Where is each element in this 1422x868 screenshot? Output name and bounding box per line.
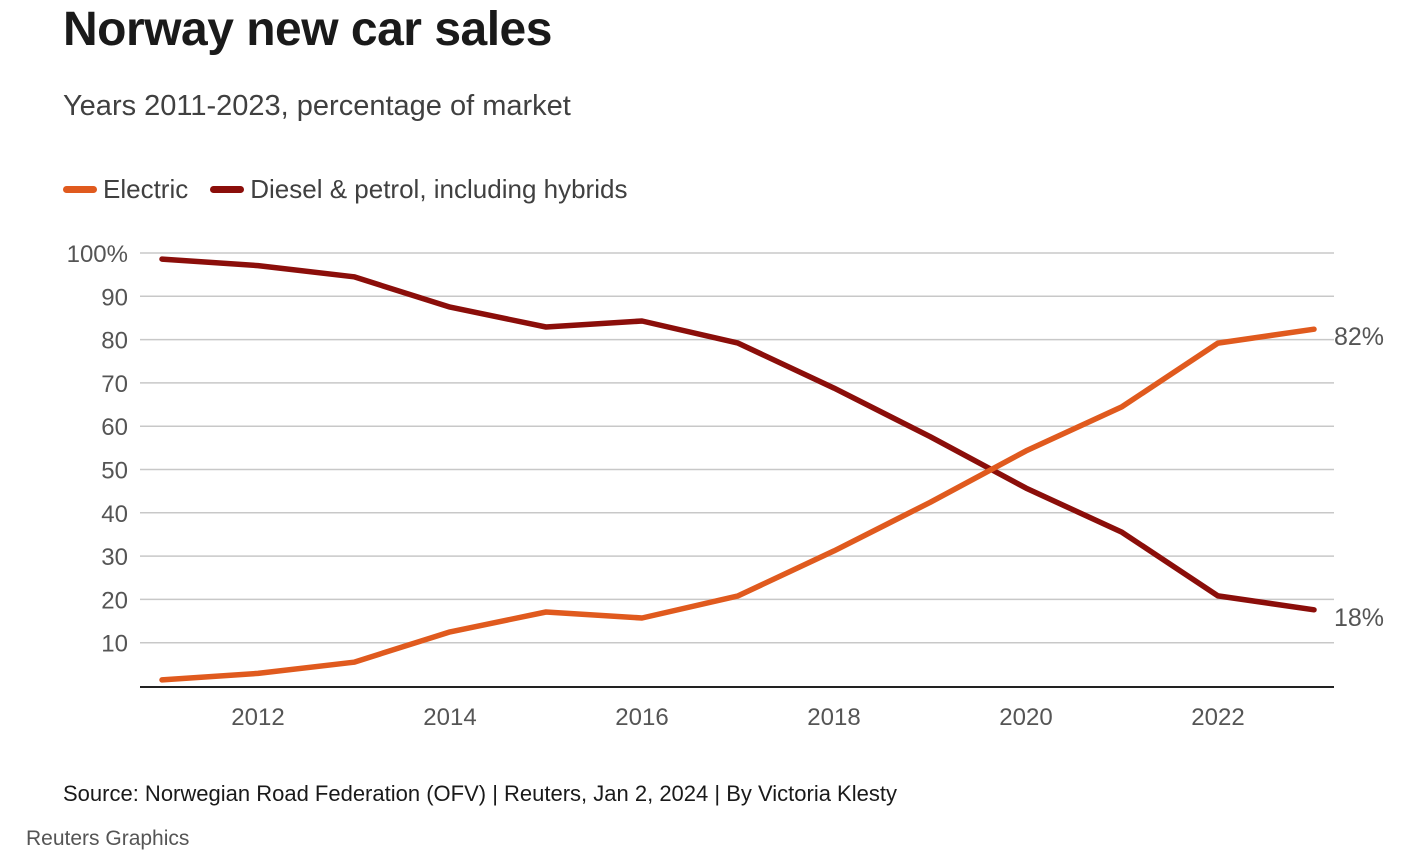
end-label-electric: 82%: [1334, 323, 1384, 351]
legend-item-electric: Electric: [63, 174, 188, 205]
x-tick-label: 2014: [423, 704, 476, 731]
series-line-electric: [159, 326, 1317, 683]
legend-swatch-electric: [63, 186, 97, 193]
x-tick-label: 2018: [807, 704, 860, 731]
y-tick-label: 80: [101, 328, 128, 355]
chart-subtitle: Years 2011-2023, percentage of market: [63, 90, 571, 122]
legend-label-electric: Electric: [103, 174, 189, 204]
x-tick-label: 2020: [999, 704, 1052, 731]
y-tick-label: 10: [101, 631, 128, 658]
x-tick-label: 2016: [615, 704, 668, 731]
gridlines: [140, 252, 1334, 644]
series-line-diesel-petrol: [159, 256, 1317, 613]
end-labels: 18% 82%: [1334, 323, 1384, 632]
x-tick-label: 2022: [1191, 704, 1244, 731]
legend-label-diesel-petrol: Diesel & petrol, including hybrids: [250, 174, 628, 204]
source-note: Source: Norwegian Road Federation (OFV) …: [63, 781, 897, 806]
y-tick-label: 60: [101, 414, 128, 441]
y-axis-tick-labels: 100% 90 80 70 60 50 40 30 20 10: [67, 241, 128, 658]
y-tick-label: 70: [101, 371, 128, 398]
y-tick-label: 50: [101, 458, 128, 485]
x-tick-label: 2012: [231, 704, 284, 731]
y-tick-label: 20: [101, 587, 128, 614]
legend-item-diesel-petrol: Diesel & petrol, including hybrids: [210, 174, 627, 205]
end-label-diesel-petrol: 18%: [1334, 604, 1384, 632]
brand-credit: Reuters Graphics: [26, 827, 190, 850]
y-tick-label: 90: [101, 284, 128, 311]
chart-title: Norway new car sales: [63, 3, 552, 56]
y-tick-label: 100%: [67, 241, 128, 268]
y-tick-label: 30: [101, 544, 128, 571]
x-axis-tick-labels: 2012 2014 2016 2018 2020 2022: [231, 704, 1244, 731]
y-tick-label: 40: [101, 501, 128, 528]
chart-legend: Electric Diesel & petrol, including hybr…: [63, 174, 649, 205]
series-lines: [159, 256, 1317, 683]
legend-swatch-diesel-petrol: [210, 186, 245, 193]
